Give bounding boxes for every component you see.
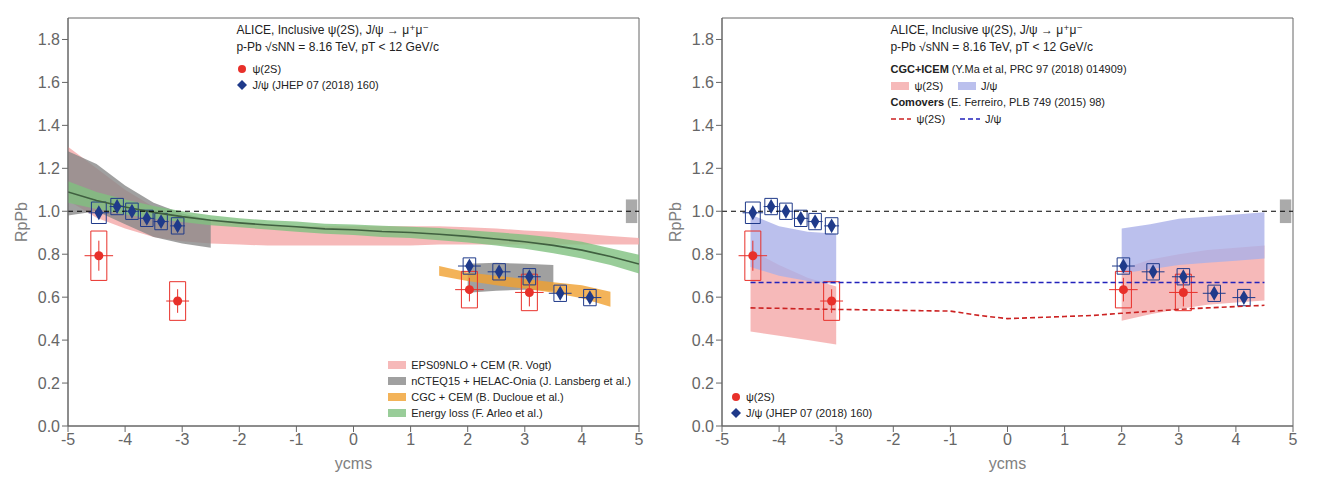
svg-text:RpPb: RpPb <box>13 202 30 242</box>
html-text:CGC+ICEM (Y.Ma et al, PRC 97 (: CGC+ICEM (Y.Ma et al, PRC 97 (2018) 0149… <box>890 63 1127 75</box>
svg-text:ycms: ycms <box>989 455 1026 472</box>
html-text:J/ψ: J/ψ <box>981 80 998 92</box>
svg-text:0.2: 0.2 <box>692 375 714 392</box>
svg-text:0.2: 0.2 <box>38 375 60 392</box>
html-text:Energy loss (F. Arleo et al.): Energy loss (F. Arleo et al.) <box>411 407 543 419</box>
html-text:EPS09NLO + CEM (R. Vogt): EPS09NLO + CEM (R. Vogt) <box>411 359 552 371</box>
svg-text:1.0: 1.0 <box>38 203 60 220</box>
svg-text:1.2: 1.2 <box>38 160 60 177</box>
svg-text:0: 0 <box>1003 431 1012 448</box>
svg-text:2: 2 <box>463 431 472 448</box>
svg-text:1.4: 1.4 <box>38 117 60 134</box>
svg-text:-5: -5 <box>715 431 729 448</box>
html-text:J/ψ: J/ψ <box>985 113 1002 125</box>
svg-text:1.8: 1.8 <box>692 31 714 48</box>
html-text:nCTEQ15 + HELAC-Onia (J. Lansb: nCTEQ15 + HELAC-Onia (J. Lansberg et al.… <box>411 375 631 387</box>
html-text:ψ(2S): ψ(2S) <box>746 391 775 403</box>
svg-text:RpPb: RpPb <box>667 202 684 242</box>
svg-text:-3: -3 <box>829 431 843 448</box>
svg-text:0.6: 0.6 <box>38 289 60 306</box>
svg-text:0.6: 0.6 <box>692 289 714 306</box>
svg-text:-4: -4 <box>772 431 786 448</box>
svg-text:4: 4 <box>1231 431 1240 448</box>
svg-text:1.6: 1.6 <box>692 74 714 91</box>
svg-text:1.4: 1.4 <box>692 117 714 134</box>
svg-text:2: 2 <box>1117 431 1126 448</box>
html-text:ALICE, Inclusive ψ(2S), J/ψ →: ALICE, Inclusive ψ(2S), J/ψ → μ⁺μ⁻ <box>890 23 1083 37</box>
svg-text:1: 1 <box>406 431 415 448</box>
html-text:ψ(2S): ψ(2S) <box>916 113 946 125</box>
svg-text:0.8: 0.8 <box>692 246 714 263</box>
svg-text:3: 3 <box>1174 431 1183 448</box>
svg-text:1.0: 1.0 <box>692 203 714 220</box>
html-text:p-Pb √sNN = 8.16 TeV, pT < 12: p-Pb √sNN = 8.16 TeV, pT < 12 GeV/c <box>890 40 1093 54</box>
svg-text:-5: -5 <box>61 431 75 448</box>
html-text:ψ(2S): ψ(2S) <box>914 80 944 92</box>
svg-text:5: 5 <box>635 431 644 448</box>
svg-text:0.4: 0.4 <box>38 332 60 349</box>
svg-text:-1: -1 <box>943 431 957 448</box>
html-text:CGC + CEM (B. Ducloue et al.): CGC + CEM (B. Ducloue et al.) <box>411 391 564 403</box>
svg-text:-3: -3 <box>175 431 189 448</box>
svg-text:4: 4 <box>577 431 586 448</box>
svg-text:0.8: 0.8 <box>38 246 60 263</box>
svg-text:1.6: 1.6 <box>38 74 60 91</box>
svg-text:1.8: 1.8 <box>38 31 60 48</box>
html-text:Comovers (E. Ferreiro, PLB 749: Comovers (E. Ferreiro, PLB 749 (2015) 98… <box>890 96 1105 108</box>
svg-text:0.0: 0.0 <box>38 418 60 435</box>
svg-text:0.4: 0.4 <box>692 332 714 349</box>
html-text:ψ(2S): ψ(2S) <box>252 63 282 75</box>
html-text:ALICE, Inclusive ψ(2S), J/ψ →: ALICE, Inclusive ψ(2S), J/ψ → μ⁺μ⁻ <box>236 23 429 37</box>
svg-text:5: 5 <box>1289 431 1298 448</box>
svg-text:0: 0 <box>349 431 358 448</box>
svg-text:-1: -1 <box>289 431 303 448</box>
svg-text:0.0: 0.0 <box>692 418 714 435</box>
html-text:p-Pb √sNN = 8.16 TeV, pT < 12: p-Pb √sNN = 8.16 TeV, pT < 12 GeV/c <box>236 40 439 54</box>
svg-text:-2: -2 <box>886 431 900 448</box>
svg-text:3: 3 <box>520 431 529 448</box>
svg-text:-4: -4 <box>118 431 132 448</box>
html-text:J/ψ (JHEP 07 (2018) 160): J/ψ (JHEP 07 (2018) 160) <box>252 79 379 91</box>
svg-text:1: 1 <box>1060 431 1069 448</box>
html-text:J/ψ (JHEP 07 (2018) 160): J/ψ (JHEP 07 (2018) 160) <box>746 407 873 419</box>
svg-text:ycms: ycms <box>335 455 372 472</box>
svg-text:1.2: 1.2 <box>692 160 714 177</box>
svg-text:-2: -2 <box>232 431 246 448</box>
